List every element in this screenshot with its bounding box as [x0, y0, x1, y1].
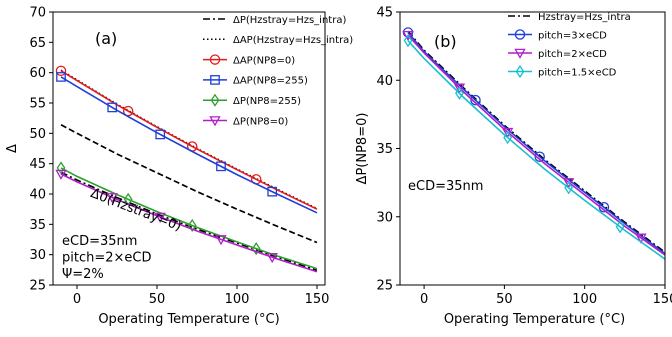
series-3-point-0	[56, 72, 66, 82]
legend-marker	[209, 116, 221, 127]
legend-entry: ΔAP(NP8=0)	[233, 55, 295, 66]
annotation-text: eCD=35nm	[408, 179, 483, 194]
legend-marker	[210, 93, 220, 107]
legend-entry: ΔAP(NP8=255)	[233, 76, 308, 87]
plot-frame	[52, 11, 326, 286]
panel-label: (b)	[434, 32, 457, 51]
x-tick-label: 100	[225, 292, 250, 307]
x-tick-label: 150	[653, 292, 672, 307]
series-5-point-3	[215, 235, 227, 246]
series-line-5	[60, 173, 318, 273]
series-3-point-4	[615, 220, 625, 234]
y-tick-label: 70	[29, 6, 46, 21]
series-3-point-2	[155, 129, 166, 140]
x-tick-label: 150	[305, 292, 330, 307]
series-4-point-2	[187, 218, 197, 233]
series-3-point-4	[267, 186, 278, 197]
annotation-text: Ψ=2%	[62, 267, 104, 282]
series-line-6	[60, 124, 318, 244]
y-tick-label: 35	[29, 218, 46, 233]
legend-marker	[515, 64, 525, 79]
x-tick-label: 100	[572, 292, 597, 307]
series-5-point-4	[266, 252, 278, 264]
series-5-point-1	[106, 193, 118, 204]
y-tick-label: 40	[376, 74, 393, 89]
series-line-1	[407, 31, 665, 255]
series-3-point-3	[564, 181, 574, 195]
annotation-text: eCD=35nm	[62, 234, 137, 249]
chart-panel-a: 0 50 100 150 25 30 35 40 45 50 55 60 65 70 Operating T…	[5, 6, 353, 328]
x-axis-label: Operating Temperature (°C)	[444, 312, 625, 327]
y-axis-label: ΔP(NP8=0)	[355, 113, 370, 185]
series-1-point-2	[534, 151, 545, 162]
legend-marker	[514, 29, 526, 40]
legend-entry: Hzstray=Hzs_intra	[538, 12, 631, 23]
plot-area	[55, 65, 318, 273]
y-tick-label: 40	[29, 188, 46, 203]
series-2-point-0	[402, 30, 414, 42]
series-2-point-3	[562, 178, 575, 189]
series-line-3	[60, 76, 318, 214]
legend-entry: pitch=1.5×eCD	[538, 67, 617, 78]
plot-area	[402, 27, 665, 260]
legend-entry: pitch=2×eCD	[538, 49, 607, 60]
series-3-point-1	[107, 102, 118, 113]
series-3-point-3	[216, 161, 226, 172]
panel-label: (a)	[95, 29, 117, 48]
series-2-point-1	[453, 83, 466, 94]
series-5-point-0	[55, 169, 67, 180]
series-2-point-0	[55, 65, 67, 77]
x-tick-label: 50	[496, 292, 513, 307]
chart-panel-b: 0 50 100 150 25 30 35 40 45 Operating Temperature…	[355, 6, 672, 328]
x-tick-label: 50	[149, 292, 166, 307]
legend-entry: ΔP(NP8=255)	[233, 96, 301, 107]
y-tick-label: 50	[29, 127, 46, 142]
series-line-0	[407, 30, 665, 253]
series-4-point-0	[56, 161, 66, 175]
y-tick-label: 30	[376, 210, 393, 225]
legend-entry: ΔAP(Hzstray=Hzs_intra)	[233, 35, 353, 46]
inline-series-label: Δ0(Hzstray=0)	[88, 186, 183, 234]
y-tick-label: 55	[29, 97, 46, 112]
legend-marker	[210, 75, 220, 85]
y-tick-label: 60	[29, 66, 46, 81]
y-tick-label: 25	[376, 279, 393, 294]
y-tick-label: 65	[29, 36, 46, 51]
series-3-point-2	[503, 131, 512, 145]
series-line-2	[60, 70, 318, 210]
series-3-point-0	[403, 34, 413, 48]
y-tick-label: 25	[29, 279, 46, 294]
x-tick-label: 0	[420, 292, 428, 307]
series-1-point-1	[470, 94, 481, 106]
y-axis-label: Δ	[5, 144, 20, 153]
series-3-point-1	[455, 86, 464, 100]
legend-marker	[514, 48, 526, 59]
y-tick-label: 45	[29, 157, 46, 172]
x-tick-label: 0	[73, 292, 81, 307]
series-line-2	[407, 34, 665, 256]
y-tick-label: 35	[376, 142, 393, 157]
legend-entry: pitch=3×eCD	[538, 30, 607, 41]
series-5-point-2	[154, 212, 166, 223]
series-2-point-4	[635, 233, 647, 244]
legend-marker	[209, 54, 221, 65]
series-line-0	[60, 171, 318, 272]
y-tick-label: 45	[376, 6, 393, 21]
y-tick-label: 30	[29, 248, 46, 263]
x-axis-label: Operating Temperature (°C)	[98, 312, 279, 327]
series-4-point-3	[251, 242, 261, 256]
legend: Hzstray=Hzs_intra pitch=3×eCD pitch=2×eCD p…	[508, 12, 631, 79]
annotation-text: pitch=2×eCD	[62, 251, 152, 266]
legend-entry: ΔP(NP8=0)	[233, 116, 288, 127]
series-2-point-2	[501, 127, 514, 139]
legend: ΔP(Hzstray=Hzs_intra) ΔAP(Hzstray=Hzs_int…	[203, 15, 353, 127]
legend-entry: ΔP(Hzstray=Hzs_intra)	[233, 15, 346, 26]
